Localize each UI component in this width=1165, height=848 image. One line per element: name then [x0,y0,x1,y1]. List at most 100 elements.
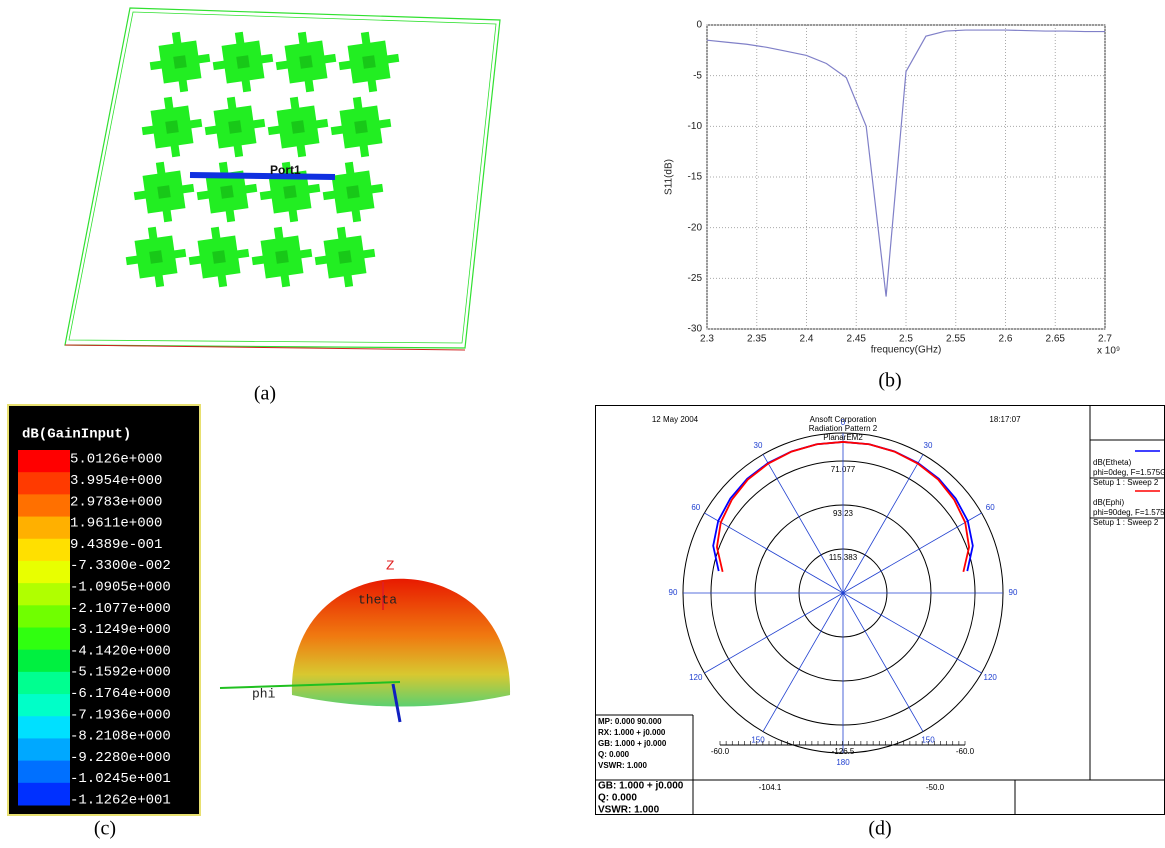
patch-notch [275,250,289,264]
legend-detail: Setup 1 : Sweep 2 [1093,478,1159,487]
info-line: RX: 1.000 + j0.000 [598,728,666,737]
info-line: MP: 0.000 90.000 [598,717,662,726]
colorbar-swatch [18,738,70,761]
info-line: VSWR: 1.000 [598,761,647,770]
colorbar-swatch [18,761,70,784]
scale-label: -60.0 [956,747,975,756]
radiation-dome [292,579,510,707]
patch-notch [212,250,226,264]
colorbar-swatch [18,472,70,495]
colorbar-swatch [18,650,70,673]
x-scale-label: x 10⁹ [1097,346,1120,357]
info-line: GB: 1.000 + j0.000 [598,739,667,748]
colorbar-label: 5.0126e+000 [70,452,162,468]
x-tick-label: 2.7 [1098,334,1112,345]
colorbar-label: 1.9611e+000 [70,516,162,532]
colorbar-swatch [18,583,70,606]
y-tick-label: -25 [688,273,703,284]
colorbar-label: 2.9783e+000 [70,494,162,510]
legend-name: dB(Etheta) [1093,458,1132,467]
pattern-frame [596,406,1165,815]
colorbar-label: -9.2280e+000 [70,750,171,766]
x-tick-label: 2.65 [1046,334,1066,345]
colorbar-swatch [18,783,70,806]
y-tick-label: -5 [693,70,702,81]
legend-detail: phi=90deg, F=1.575 [1093,508,1165,517]
colorbar-swatch [18,716,70,739]
theta-label: theta [358,592,397,607]
figure: Port1 dB(GainInput) Z theta phi (a)(b)(c… [0,0,1165,848]
patch-notch [283,185,297,199]
colorbar-swatch [18,561,70,584]
y-tick-label: -20 [688,222,703,233]
chart-title: Ansoft Corporation [810,415,877,424]
info-line: Q: 0.000 [598,750,630,759]
patch-notch [165,120,179,134]
chart-title: Radiation Pattern 2 [809,424,878,433]
patch-notch [149,250,163,264]
theta-tick-label: 120 [984,673,998,682]
theta-tick-label: 60 [986,503,995,512]
patch-notch [338,250,352,264]
port-label: Port1 [270,163,301,177]
patch-notch [299,55,313,69]
theta-tick-label: 90 [1009,588,1018,597]
legend-detail: phi=0deg, F=1.575G [1093,468,1165,477]
theta-tick-label: 180 [836,758,850,767]
legend-name: dB(Ephi) [1093,498,1124,507]
colorbar-label: -1.1262e+001 [70,793,171,809]
colorbar-label: -2.1077e+000 [70,601,171,617]
chart-title: PlanarEM2 [823,433,863,442]
colorbar-label: -1.0245e+001 [70,771,171,787]
colorbar-label: -7.1936e+000 [70,707,171,723]
theta-tick-label: 30 [924,441,933,450]
y-tick-label: 0 [696,20,702,31]
time: 18:17:07 [989,415,1021,424]
colorbar-swatch [18,628,70,651]
y-tick-label: -15 [688,172,703,183]
x-axis-label: frequency(GHz) [871,345,942,356]
patch-notch [228,120,242,134]
colorbar-swatch [18,539,70,562]
x-tick-label: 2.5 [899,334,913,345]
scale-label: -126.5 [832,747,855,756]
colorbar-title: dB(GainInput) [22,427,131,443]
theta-tick-label: 30 [754,441,763,450]
patch-notch [354,120,368,134]
patch-notch [236,55,250,69]
patch-notch [220,185,234,199]
footer-value: -104.1 [759,783,782,792]
colorbar-label: -1.0905e+000 [70,580,171,596]
caption: (a) [254,383,276,405]
colorbar-label: -8.2108e+000 [70,729,171,745]
y-tick-label: -10 [688,121,703,132]
x-tick-label: 2.3 [700,334,714,345]
footer-line: GB: 1.000 + j0.000 [598,781,684,792]
x-tick-label: 2.4 [800,334,814,345]
theta-tick-label: 120 [689,673,703,682]
colorbar-swatch [18,517,70,540]
theta-tick-label: 60 [691,503,700,512]
x-tick-label: 2.35 [747,334,767,345]
footer-line: VSWR: 1.000 [598,805,660,816]
caption: (d) [868,818,891,840]
date: 12 May 2004 [652,415,699,424]
footer-value: -50.0 [926,783,945,792]
theta-tick-label: 90 [669,588,678,597]
x-tick-label: 2.55 [946,334,966,345]
caption: (c) [94,818,116,840]
caption: (b) [878,370,901,392]
colorbar-swatch [18,450,70,473]
patch-notch [173,55,187,69]
colorbar-swatch [18,605,70,628]
colorbar-label: 9.4389e-001 [70,537,162,553]
scale-label: -60.0 [711,747,730,756]
x-tick-label: 2.45 [847,334,867,345]
colorbar-swatch [18,494,70,517]
patch-notch [362,55,376,69]
legend-detail: Setup 1 : Sweep 2 [1093,518,1159,527]
port [190,175,335,177]
x-tick-label: 2.6 [999,334,1013,345]
y-tick-label: -30 [688,324,703,335]
colorbar-label: -4.1420e+000 [70,643,171,659]
